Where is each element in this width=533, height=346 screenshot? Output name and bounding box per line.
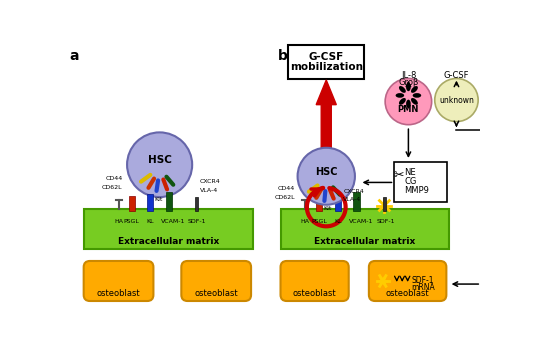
FancyBboxPatch shape	[181, 261, 251, 301]
Text: Extracellular matrix: Extracellular matrix	[314, 237, 416, 246]
Text: Kit: Kit	[154, 197, 162, 202]
FancyBboxPatch shape	[84, 261, 154, 301]
Bar	[195, 197, 198, 211]
Text: VLA-4: VLA-4	[343, 197, 361, 202]
Text: Kit: Kit	[324, 206, 332, 210]
Ellipse shape	[406, 100, 411, 108]
Text: KL: KL	[334, 219, 342, 224]
Ellipse shape	[399, 98, 406, 105]
Text: HSC: HSC	[148, 155, 172, 165]
Text: osteoblast: osteoblast	[96, 290, 140, 299]
Bar	[316, 195, 322, 211]
Text: CD62L: CD62L	[102, 185, 123, 190]
Bar	[166, 192, 172, 211]
Text: CXCR4: CXCR4	[200, 179, 221, 184]
Bar	[84, 209, 253, 249]
Text: mobilization: mobilization	[290, 62, 363, 72]
FancyBboxPatch shape	[280, 261, 349, 301]
Bar	[147, 194, 154, 211]
Text: unknown: unknown	[439, 95, 474, 104]
Circle shape	[435, 79, 478, 121]
Ellipse shape	[399, 86, 406, 93]
Text: a: a	[70, 49, 79, 63]
Text: VCAM-1: VCAM-1	[161, 219, 186, 224]
Text: SDF-1: SDF-1	[377, 219, 395, 224]
Bar	[383, 197, 386, 211]
Text: SDF-1: SDF-1	[411, 276, 434, 285]
Text: NE: NE	[405, 168, 416, 177]
Text: PMN: PMN	[398, 105, 419, 114]
Bar	[288, 45, 364, 79]
Text: Groβ: Groβ	[398, 79, 418, 88]
Bar	[280, 209, 449, 249]
Text: CD44: CD44	[278, 186, 295, 191]
FancyArrow shape	[316, 80, 336, 188]
Text: KL: KL	[147, 219, 154, 224]
Text: IL-8: IL-8	[401, 71, 416, 80]
Text: HA: HA	[115, 219, 124, 224]
Text: VLA-4: VLA-4	[200, 189, 218, 193]
Ellipse shape	[406, 83, 411, 91]
Bar	[353, 192, 360, 211]
Text: mRNA: mRNA	[411, 283, 435, 292]
Circle shape	[297, 148, 355, 205]
Text: osteoblast: osteoblast	[386, 290, 430, 299]
Text: CXCR4: CXCR4	[343, 189, 364, 194]
Text: HSC: HSC	[315, 167, 337, 177]
Text: VCAM-1: VCAM-1	[349, 219, 373, 224]
Text: CD62L: CD62L	[274, 195, 295, 200]
Text: SDF-1: SDF-1	[188, 219, 206, 224]
Text: b: b	[277, 49, 287, 63]
FancyBboxPatch shape	[369, 261, 446, 301]
Bar	[394, 162, 447, 202]
Circle shape	[385, 79, 432, 125]
Text: osteoblast: osteoblast	[293, 290, 336, 299]
Ellipse shape	[411, 86, 418, 93]
Text: MMP9: MMP9	[405, 186, 430, 195]
Text: Extracellular matrix: Extracellular matrix	[117, 237, 219, 246]
Text: G-CSF: G-CSF	[309, 52, 344, 62]
Ellipse shape	[411, 98, 418, 105]
Bar	[335, 194, 341, 211]
Text: HA: HA	[301, 219, 310, 224]
Ellipse shape	[395, 93, 404, 98]
Text: CD44: CD44	[105, 176, 123, 181]
Circle shape	[127, 133, 192, 197]
Text: G-CSF: G-CSF	[443, 71, 469, 80]
Text: PSGL: PSGL	[311, 219, 327, 224]
Text: ✂: ✂	[394, 169, 404, 182]
Text: osteoblast: osteoblast	[195, 290, 238, 299]
Text: PSGL: PSGL	[124, 219, 140, 224]
Bar	[128, 195, 135, 211]
Text: CG: CG	[405, 177, 417, 186]
Ellipse shape	[413, 93, 421, 98]
